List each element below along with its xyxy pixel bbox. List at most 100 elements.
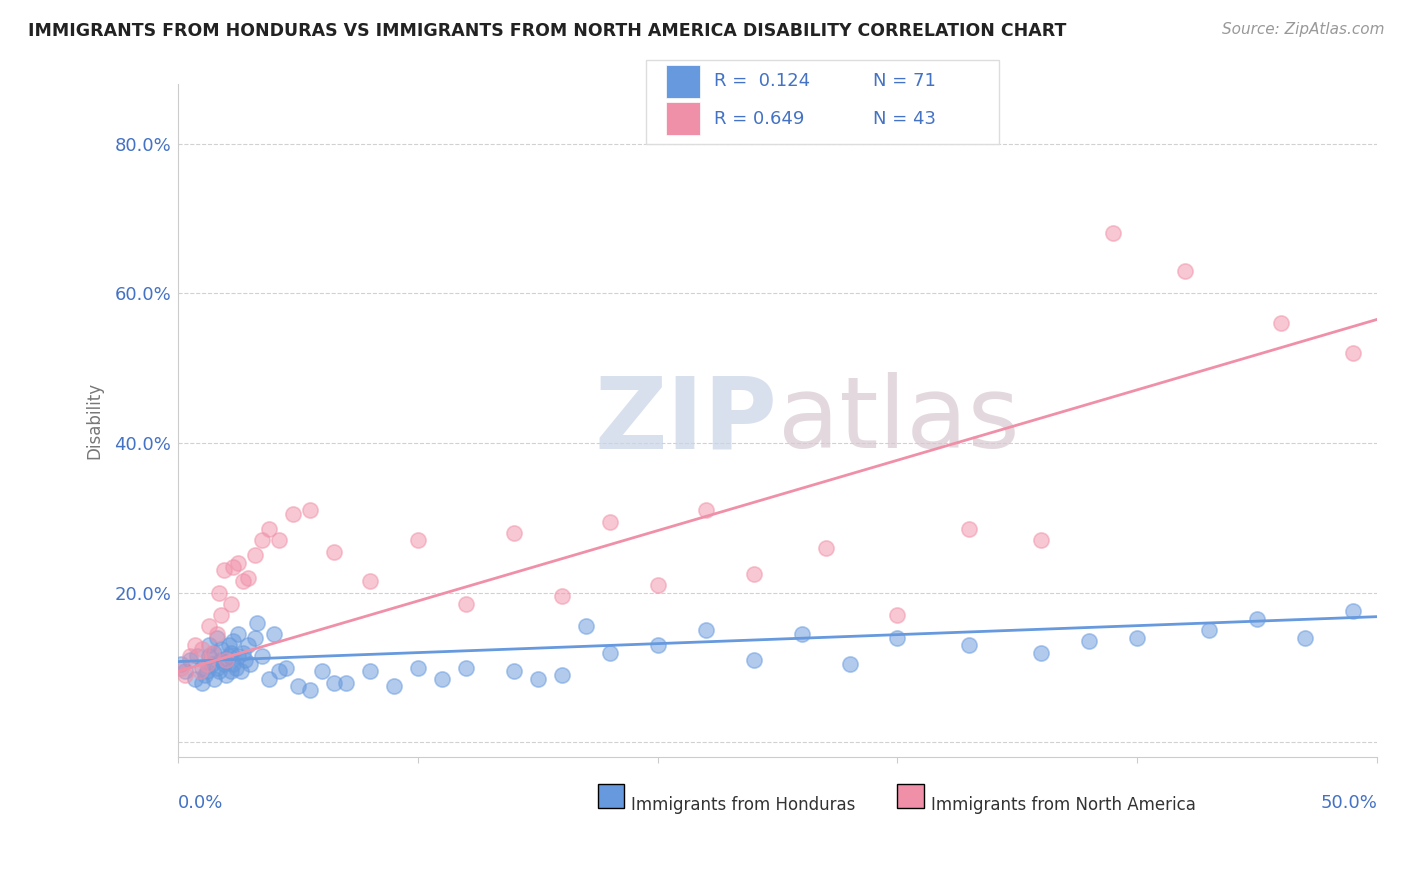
Point: [1031, 533, 1053, 548]
Point: [599, 646, 621, 660]
Point: [454, 597, 477, 611]
Point: [226, 627, 249, 641]
Point: [219, 646, 242, 660]
Text: Immigrants from North America: Immigrants from North America: [931, 796, 1197, 814]
Point: [236, 571, 259, 585]
FancyBboxPatch shape: [645, 60, 1000, 145]
Point: [1341, 346, 1364, 360]
Point: [215, 668, 238, 682]
Text: N = 71: N = 71: [873, 72, 936, 90]
Point: [1294, 631, 1316, 645]
Point: [194, 668, 217, 682]
Point: [198, 649, 221, 664]
Point: [191, 641, 214, 656]
Point: [169, 657, 191, 671]
Point: [1078, 634, 1101, 648]
Text: ZIP: ZIP: [595, 372, 778, 469]
Point: [246, 615, 269, 630]
Point: [886, 608, 908, 623]
Point: [218, 649, 240, 664]
Point: [235, 653, 257, 667]
Point: [406, 533, 429, 548]
Point: [174, 665, 197, 679]
Point: [406, 660, 429, 674]
Point: [195, 657, 218, 671]
Point: [359, 574, 381, 589]
Point: [218, 638, 240, 652]
Point: [188, 665, 211, 679]
FancyBboxPatch shape: [897, 784, 924, 808]
Point: [205, 660, 228, 674]
Point: [1174, 264, 1197, 278]
Point: [335, 675, 357, 690]
Point: [359, 665, 381, 679]
Point: [236, 638, 259, 652]
Point: [1270, 316, 1292, 330]
Point: [222, 657, 245, 671]
Point: [198, 638, 221, 652]
Point: [174, 668, 197, 682]
Point: [838, 657, 860, 671]
Point: [647, 638, 669, 652]
Point: [263, 627, 285, 641]
Y-axis label: Disability: Disability: [86, 382, 103, 459]
Point: [599, 515, 621, 529]
Point: [222, 559, 245, 574]
Point: [226, 556, 249, 570]
Point: [742, 566, 765, 581]
Point: [198, 619, 221, 633]
Point: [551, 668, 574, 682]
FancyBboxPatch shape: [666, 103, 700, 135]
Point: [742, 653, 765, 667]
Point: [209, 608, 232, 623]
Point: [695, 623, 717, 637]
Point: [311, 665, 333, 679]
Point: [502, 525, 524, 540]
Point: [201, 657, 224, 671]
Point: [209, 653, 232, 667]
Point: [299, 683, 322, 698]
Point: [886, 631, 908, 645]
Point: [222, 634, 245, 648]
Text: R = 0.649: R = 0.649: [714, 110, 804, 128]
Point: [695, 503, 717, 517]
Point: [225, 660, 247, 674]
Point: [259, 672, 281, 686]
Point: [527, 672, 550, 686]
Point: [186, 649, 208, 664]
Point: [502, 665, 524, 679]
Point: [814, 541, 837, 555]
Point: [250, 649, 273, 664]
Point: [454, 660, 477, 674]
Point: [219, 597, 242, 611]
Point: [243, 549, 266, 563]
Point: [1246, 612, 1268, 626]
Point: [212, 563, 235, 577]
Point: [551, 590, 574, 604]
Point: [790, 627, 813, 641]
Point: [430, 672, 453, 686]
Point: [382, 679, 405, 693]
Point: [229, 665, 252, 679]
Text: IMMIGRANTS FROM HONDURAS VS IMMIGRANTS FROM NORTH AMERICA DISABILITY CORRELATION: IMMIGRANTS FROM HONDURAS VS IMMIGRANTS F…: [28, 22, 1067, 40]
Point: [575, 619, 598, 633]
Point: [191, 675, 214, 690]
Point: [1031, 646, 1053, 660]
Point: [219, 665, 242, 679]
Point: [267, 665, 290, 679]
Point: [1102, 227, 1125, 241]
Point: [184, 638, 207, 652]
Point: [299, 503, 322, 517]
Point: [209, 641, 232, 656]
Text: Immigrants from Honduras: Immigrants from Honduras: [631, 796, 856, 814]
Point: [1198, 623, 1220, 637]
Point: [208, 585, 231, 599]
Point: [191, 660, 214, 674]
Text: R =  0.124: R = 0.124: [714, 72, 810, 90]
Point: [169, 660, 191, 674]
FancyBboxPatch shape: [598, 784, 624, 808]
Point: [647, 578, 669, 592]
Text: 0.0%: 0.0%: [179, 795, 224, 813]
Point: [202, 646, 225, 660]
Point: [226, 649, 249, 664]
